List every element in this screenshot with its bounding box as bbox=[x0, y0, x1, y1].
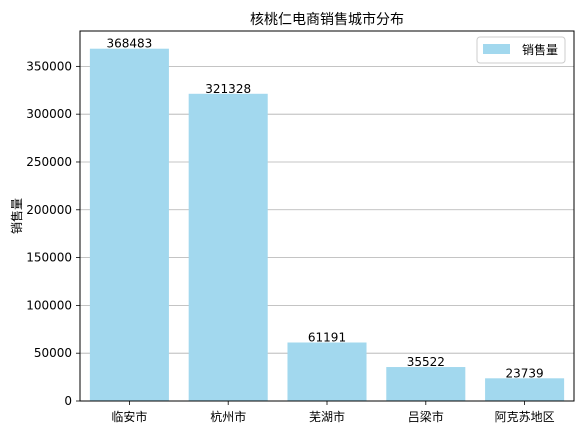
bars bbox=[89, 48, 565, 402]
legend-frame bbox=[476, 36, 566, 64]
x-tick-label: 阿克苏地区 bbox=[495, 410, 555, 424]
y-axis-label: 销售量 bbox=[9, 198, 24, 234]
plot-frame bbox=[79, 30, 575, 402]
bar-value-label: 35522 bbox=[407, 355, 445, 369]
x-tick-label: 芜湖市 bbox=[309, 409, 345, 424]
legend: 销售量 bbox=[476, 36, 566, 64]
legend-label: 销售量 bbox=[522, 42, 558, 57]
y-tick-label: 250000 bbox=[26, 155, 72, 169]
bar bbox=[386, 367, 466, 401]
y-tick-label: 350000 bbox=[26, 59, 72, 73]
y-tick-label: 100000 bbox=[26, 298, 72, 312]
x-tick-label: 临安市 bbox=[111, 409, 147, 424]
bar bbox=[89, 48, 169, 402]
y-tick-label: 0 bbox=[64, 394, 72, 408]
bar-value-label: 321328 bbox=[205, 82, 251, 96]
legend-swatch bbox=[483, 44, 510, 54]
x-tick-label: 吕梁市 bbox=[408, 409, 444, 424]
bar bbox=[485, 378, 565, 401]
bar bbox=[287, 342, 367, 401]
bar-value-label: 61191 bbox=[308, 330, 346, 344]
data-labels: 368483 321328 61191 35522 23739 bbox=[106, 37, 543, 381]
x-tick-label: 杭州市 bbox=[210, 409, 246, 424]
axes: 0 50000 100000 150000 200000 250000 300000 3500… bbox=[26, 30, 575, 424]
y-tick-label: 50000 bbox=[34, 346, 72, 360]
y-tick-label: 150000 bbox=[26, 251, 72, 265]
chart-title: 核桃仁电商销售城市分布 bbox=[250, 11, 404, 28]
bar bbox=[188, 93, 268, 402]
bar-value-label: 23739 bbox=[506, 366, 544, 380]
y-tick-label: 200000 bbox=[26, 203, 72, 217]
y-tick-label: 300000 bbox=[26, 107, 72, 121]
bar-value-label: 368483 bbox=[106, 37, 152, 51]
